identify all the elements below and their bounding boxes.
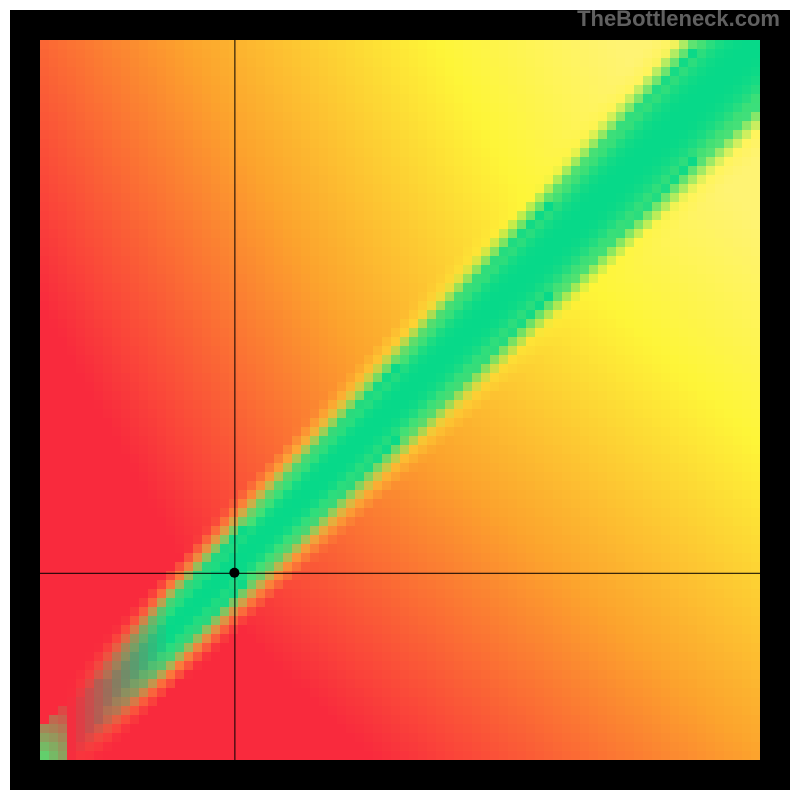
watermark-text: TheBottleneck.com: [577, 6, 780, 32]
chart-container: { "watermark": { "text": "TheBottleneck.…: [0, 0, 800, 800]
bottleneck-heatmap: [0, 0, 800, 800]
